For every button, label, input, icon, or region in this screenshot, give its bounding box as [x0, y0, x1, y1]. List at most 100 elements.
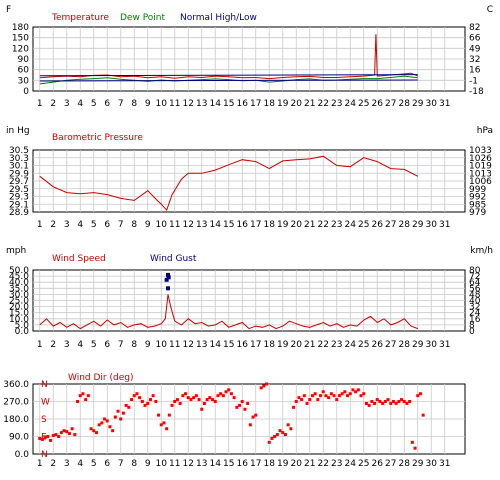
wind_dir-point — [173, 400, 177, 403]
pressure-x-tick-label: 8 — [131, 220, 137, 230]
pressure-x-tick-label: 25 — [358, 220, 369, 230]
pressure-right-unit: hPa — [477, 126, 493, 136]
pressure-x-tick-label: 20 — [291, 220, 303, 230]
normal_high-line — [39, 74, 418, 77]
temperature-x-tick-label: 27 — [385, 99, 396, 109]
pressure-x-tick-label: 10 — [156, 220, 168, 230]
pressure-line — [39, 155, 419, 212]
wind-x-tick-label: 9 — [145, 340, 151, 350]
wind_dir-point — [216, 394, 220, 398]
wind_dir-point — [356, 388, 360, 392]
wind_dir-point — [359, 394, 363, 398]
temperature-x-tick-label: 23 — [331, 99, 342, 109]
wind_dir-point — [327, 396, 331, 400]
wind_dir-x-tick-label: 5 — [91, 459, 97, 469]
wind_dir-point — [94, 431, 98, 435]
pressure-x-tick-label: 29 — [412, 220, 424, 230]
temperature-x-tick-label: 24 — [345, 99, 357, 109]
wind_dir-point — [167, 413, 171, 417]
wind_dir-point — [43, 435, 47, 439]
wind_dir-point — [221, 394, 225, 398]
wind_dir-point — [418, 392, 422, 396]
wind-y-tick-label: 0.0 — [15, 327, 30, 337]
wind-x-tick-label: 22 — [318, 340, 329, 350]
wind-x-tick-label: 12 — [183, 340, 194, 350]
wind_dir-point — [289, 427, 293, 431]
wind_dir-x-tick-label: 31 — [439, 459, 450, 469]
wind_dir-point — [140, 400, 144, 403]
temperature-y-tick-label: 30 — [18, 76, 30, 86]
wind_dir-x-tick-label: 11 — [169, 459, 180, 469]
wind-y2-tick-label: 24 — [469, 309, 481, 319]
wind_dir-point — [246, 401, 250, 405]
wind_dir-point — [89, 427, 93, 431]
wind_dir-point — [319, 394, 323, 398]
wind_dir-x-tick-label: 7 — [118, 459, 124, 469]
wind_dir-y-tick-label: 270.0 — [3, 398, 29, 408]
wind_dir-compass-label: W — [41, 398, 50, 408]
wind_dir-point — [346, 394, 350, 398]
temperature-x-tick-label: 9 — [145, 99, 151, 109]
wind-x-tick-label: 10 — [156, 340, 168, 350]
wind-x-tick-label: 23 — [331, 340, 342, 350]
pressure-x-tick-label: 6 — [104, 220, 110, 230]
wind_dir-point — [367, 403, 371, 407]
wind-y2-tick-label: 0 — [469, 327, 475, 337]
pressure-x-tick-label: 7 — [118, 220, 124, 230]
wind_dir-point — [159, 423, 163, 427]
pressure-x-tick-label: 16 — [237, 220, 249, 230]
pressure-y2-tick-label: 1026 — [469, 154, 492, 164]
wind_dir-x-tick-label: 26 — [372, 459, 384, 469]
normal_low-line — [39, 79, 418, 82]
wind_dir-point — [378, 400, 382, 403]
pressure-y-tick-label: 29.9 — [9, 169, 29, 179]
wind-x-tick-label: 26 — [372, 340, 384, 350]
wind-x-tick-label: 19 — [277, 340, 289, 350]
wind_dir-point — [84, 398, 88, 402]
wind_dir-point — [362, 392, 366, 396]
wind_dir-point — [62, 429, 66, 433]
wind_dir-point — [229, 392, 233, 396]
wind_dir-x-tick-label: 27 — [385, 459, 396, 469]
wind_dir-point — [208, 396, 212, 400]
temperature-x-tick-label: 10 — [156, 99, 168, 109]
wind_dir-point — [391, 400, 395, 403]
wind_dir-point — [348, 392, 352, 396]
wind-y-tick-label: 45.0 — [9, 272, 29, 282]
wind-x-tick-label: 28 — [399, 340, 411, 350]
wind_dir-point — [335, 398, 339, 402]
wind_dir-point — [416, 394, 420, 398]
wind_dir-compass-label: N — [41, 380, 48, 390]
pressure-y2-tick-label: 992 — [469, 193, 486, 203]
temperature-right-unit: C — [487, 5, 493, 15]
wind_dir-point — [38, 436, 42, 440]
wind_dir-point — [259, 386, 263, 390]
wind_dir-point — [281, 431, 285, 435]
wind-x-tick-label: 20 — [291, 340, 303, 350]
wind-x-tick-label: 1 — [37, 340, 43, 350]
wind_dir-x-tick-label: 13 — [196, 459, 207, 469]
wind_gust-marker — [166, 286, 170, 291]
wind-y2-tick-label: 56 — [469, 284, 481, 294]
wind_dir-x-tick-label: 6 — [104, 459, 110, 469]
wind_dir-point — [184, 392, 188, 396]
wind_dir-point — [329, 392, 333, 396]
wind_dir-point — [254, 413, 258, 417]
wind-y-tick-label: 35.0 — [9, 284, 29, 294]
pressure-x-tick-label: 21 — [304, 220, 315, 230]
wind_dir-point — [275, 433, 279, 437]
wind_dir-point — [54, 433, 58, 437]
wind_dir-x-tick-label: 15 — [223, 459, 234, 469]
temperature-x-tick-label: 16 — [237, 99, 249, 109]
temperature-y-tick-label: 150 — [12, 34, 29, 44]
wind_dir-point — [192, 396, 196, 400]
wind-right-unit: km/h — [470, 246, 493, 256]
temperature-x-tick-label: 3 — [64, 99, 70, 109]
wind-x-tick-label: 24 — [345, 340, 357, 350]
wind_dir-point — [121, 411, 125, 415]
wind_dir-x-tick-label: 4 — [77, 459, 83, 469]
pressure-y2-tick-label: 985 — [469, 200, 486, 210]
temperature-x-tick-label: 5 — [91, 99, 97, 109]
wind-y2-tick-label: 72 — [469, 272, 480, 282]
wind_dir-point — [151, 394, 155, 398]
